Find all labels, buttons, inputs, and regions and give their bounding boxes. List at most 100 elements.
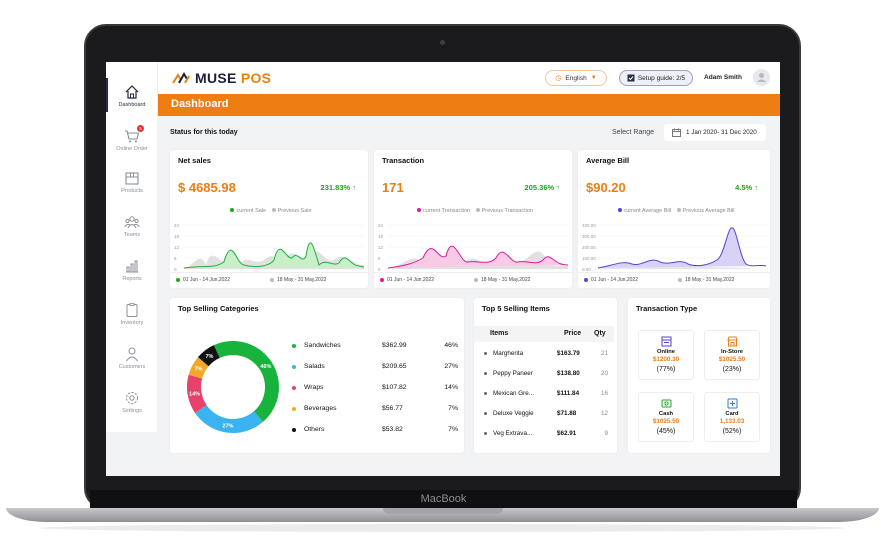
app-screen: Dashboard 5 Online Order Products Teams … [106, 62, 780, 476]
sidebar-item-inventory[interactable]: Inventory [106, 302, 158, 326]
svg-text:0: 0 [378, 267, 381, 272]
svg-text:0.00: 0.00 [582, 267, 591, 272]
category-name: Beverages [304, 405, 337, 412]
svg-text:400.00: 400.00 [582, 223, 596, 228]
item-qty: 20 [600, 370, 608, 377]
item-qty: 16 [600, 390, 608, 397]
donut-slice-label: 27% [222, 424, 233, 430]
donut-slice-beverages[interactable] [188, 357, 209, 379]
user-name: Adam Smith [704, 74, 742, 81]
svg-text:18: 18 [378, 234, 384, 239]
category-amount: $209.65 [382, 363, 407, 370]
sidebar-item-products[interactable]: Products [106, 170, 158, 194]
transaction-tile-in-store[interactable]: In-Store $1025.50 (23%) [704, 330, 760, 380]
svg-text:6: 6 [174, 256, 177, 261]
item-price: $71.88 [557, 410, 577, 417]
category-name: Others [304, 426, 325, 433]
online-store-icon [661, 336, 671, 347]
svg-text:200.00: 200.00 [582, 245, 596, 250]
item-name: Margherita [493, 350, 524, 357]
card-title: Top 5 Selling Items [482, 304, 550, 313]
user-avatar-icon [757, 73, 766, 82]
item-name: Mexican Gre... [493, 390, 534, 397]
item-qty: 21 [600, 350, 608, 357]
item-price: $138.80 [557, 370, 580, 377]
laptop-base [6, 508, 879, 522]
category-percent: 7% [448, 405, 458, 412]
chart-icon [126, 260, 138, 273]
sidebar-item-reports[interactable]: Reports [106, 258, 158, 282]
sidebar-item-dashboard[interactable]: Dashboard [106, 78, 158, 112]
gear-icon [126, 392, 138, 404]
muse-pos-logo[interactable]: MUSE POS [172, 70, 271, 86]
card-title: Average Bill [586, 156, 630, 165]
svg-text:24: 24 [378, 223, 384, 228]
range-label: Select Range [612, 129, 655, 136]
logo-mark-icon [172, 72, 190, 84]
svg-text:300.00: 300.00 [582, 234, 596, 239]
column-header-price: Price [564, 330, 582, 337]
category-percent: 46% [444, 342, 458, 349]
date-range-value: 1 Jan 2020- 31 Dec 2020 [686, 129, 757, 136]
net-sales-change: 231.83% ↑ [320, 183, 356, 192]
row-bullet [484, 432, 487, 435]
category-name: Sandwiches [304, 342, 341, 349]
date-range-picker[interactable]: 1 Jan 2020- 31 Dec 2020 [664, 124, 766, 141]
donut-slice-others[interactable] [197, 345, 220, 367]
donut-slice-salads[interactable] [195, 405, 263, 433]
cash-icon [661, 399, 671, 408]
row-bullet [484, 412, 487, 415]
date-range-legend: 01 Jun - 14 Jun,2022 18 May - 31 May,202… [170, 272, 368, 286]
legend-dot [271, 208, 276, 212]
logo-text: MUSE POS [195, 70, 272, 86]
donut-slice-label: 14% [189, 391, 200, 397]
sidebar-item-label: Online Order [116, 146, 148, 152]
laptop-notch [383, 508, 503, 514]
row-bullet [484, 392, 487, 395]
category-bullet [292, 365, 296, 369]
category-bullet [292, 344, 296, 348]
svg-text:0: 0 [174, 267, 177, 272]
sidebar-item-label: Customers [118, 364, 146, 370]
donut-slice-wraps[interactable] [187, 374, 207, 413]
page-title-bar: Dashboard [158, 94, 780, 116]
transaction-tile-online[interactable]: Online $1200.30 (77%) [638, 330, 694, 380]
item-qty: 12 [600, 410, 608, 417]
legend-dot [417, 208, 422, 212]
transaction-line-chart: 24 18 12 6 0 [378, 223, 568, 272]
sidebar-item-settings[interactable]: Settings [106, 390, 158, 414]
sidebar-item-customers[interactable]: Customers [106, 346, 158, 370]
items-table-header: Items Price Qty [474, 326, 614, 342]
card-title: Top Selling Categories [178, 304, 259, 313]
sidebar-item-online-order[interactable]: 5 Online Order [106, 125, 158, 152]
donut-slice-sandwiches[interactable] [213, 341, 279, 422]
order-count-badge: 5 [137, 125, 144, 132]
column-header-qty: Qty [594, 330, 606, 337]
categories-donut-chart: 46% 27% 14% 7% 7% [187, 341, 279, 433]
language-select[interactable]: ◷ English ▼ [545, 70, 607, 86]
box-icon [125, 172, 139, 185]
column-header-items: Items [490, 330, 509, 337]
transaction-tile-cash[interactable]: Cash $1025.50 (45%) [638, 392, 694, 442]
donut-slice-label: 46% [260, 364, 271, 370]
sidebar-item-label: Products [121, 188, 143, 194]
item-price: $163.79 [557, 350, 580, 357]
transaction-change: 205.36% ↑ [524, 183, 560, 192]
legend-dot [676, 208, 681, 212]
avatar[interactable] [753, 69, 770, 86]
language-value: English [565, 74, 587, 82]
setup-guide-button[interactable]: Setup guide: 2/5 [619, 70, 693, 86]
category-bullet [292, 407, 296, 411]
category-name: Wraps [304, 384, 324, 391]
user-icon [126, 347, 138, 362]
team-icon [124, 216, 140, 229]
sidebar-item-label: Reports [122, 276, 142, 282]
top-selling-items-card: Top 5 Selling Items Items Price Qty Marg… [474, 298, 617, 453]
transaction-tile-card[interactable]: Card 1,133.03 (52%) [704, 392, 760, 442]
net-sales-value: $ 4685.98 [178, 180, 236, 195]
sidebar-item-teams[interactable]: Teams [106, 214, 158, 238]
card-title: Net sales [178, 156, 211, 165]
date-range-legend: 01 Jun - 14 Jun,2022 18 May - 31 May,202… [374, 272, 572, 286]
sidebar-item-label: Teams [123, 232, 141, 238]
